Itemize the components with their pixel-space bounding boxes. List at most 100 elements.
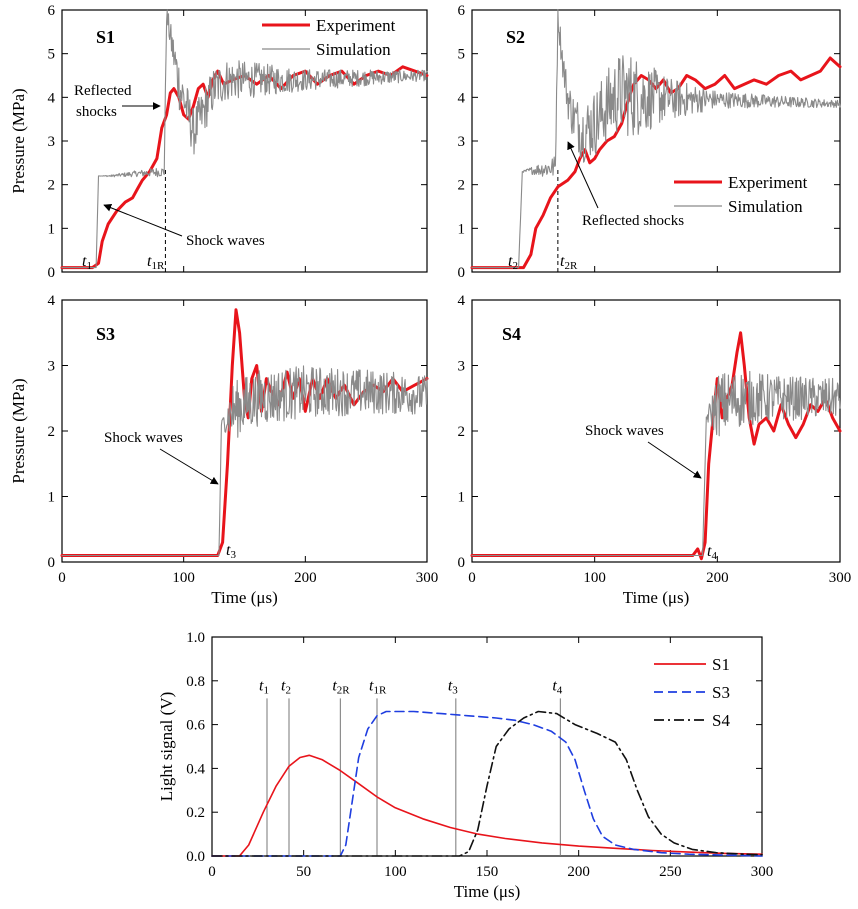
s1-reflected-label-line2: shocks <box>76 104 117 120</box>
s4-ytick-label: 0 <box>458 555 466 571</box>
s1-legend-label: Simulation <box>316 40 391 59</box>
s1-shock-label: Shock waves <box>186 233 265 249</box>
chart-light-signal: 0.0 0.2 0.4 0.6 0.8 1.0 0 50 100 150 200 250 300 Time… <box>157 630 773 901</box>
s4-xtick-label: 300 <box>829 570 852 586</box>
s4-xaxis-label: Time (μs) <box>623 588 690 607</box>
s2-panel-label: S2 <box>506 27 525 47</box>
light-marker-label: t2R <box>332 678 350 697</box>
s2-ytick-label: 5 <box>458 47 466 63</box>
s2-annotations: S2 Reflected shocks t2 t2R <box>506 27 684 272</box>
chart-s1: 0 1 2 3 4 5 6 Pressure (MPa) Experiment Simulatio… <box>9 3 429 281</box>
s2-reflected-arrow <box>567 141 599 209</box>
light-xtick-label: 100 <box>384 864 407 880</box>
s1-legend-label: Experiment <box>316 16 396 35</box>
light-ytick-label: 0.6 <box>186 718 205 734</box>
s3-t3-marker: t3 <box>226 542 236 561</box>
s3-xtick-label: 100 <box>172 570 195 586</box>
s3-xtick-label: 0 <box>58 570 66 586</box>
light-marker-label: t4 <box>552 678 562 697</box>
light-xtick-label: 0 <box>208 864 216 880</box>
chart-s4: 0 1 2 3 4 0 100 200 300 Time (μs) <box>458 293 852 607</box>
light-marker-label: t2 <box>281 678 291 697</box>
light-xtick-label: 150 <box>476 864 499 880</box>
s4-ytick-label: 2 <box>458 424 466 440</box>
s3-series-simulation <box>61 365 428 557</box>
s4-annotations: S4 Shock waves t4 <box>502 324 717 562</box>
s1-series-experiment <box>60 65 429 270</box>
s4-series-simulation <box>471 370 841 557</box>
s1-shock-arrow <box>103 203 183 237</box>
s1-panel-label: S1 <box>96 27 115 47</box>
s1-ytick-label: 4 <box>48 90 56 106</box>
light-ytick-label: 0.4 <box>186 761 205 777</box>
s1-ytick-label: 5 <box>48 47 56 63</box>
s3-xtick-label: 300 <box>416 570 439 586</box>
s4-t4-marker: t4 <box>707 543 717 562</box>
s3-ytick-label: 0 <box>48 555 56 571</box>
s4-ytick-label: 1 <box>458 490 466 506</box>
s3-ytick-label: 3 <box>48 359 56 375</box>
s1-t1r-marker: t1R <box>147 253 165 272</box>
light-marker-label: t1 <box>259 678 269 697</box>
s3-annotations: S3 Shock waves t3 <box>96 324 236 561</box>
s4-ytick-label: 4 <box>458 293 466 309</box>
s2-series-simulation <box>471 9 841 269</box>
s3-yaxis-label: Pressure (MPa) <box>9 378 28 483</box>
light-series-s4 <box>211 710 763 857</box>
s2-ytick-label: 3 <box>458 134 466 150</box>
light-xtick-label: 300 <box>751 864 774 880</box>
s4-shock-label: Shock waves <box>585 423 664 439</box>
light-ytick-label: 1.0 <box>186 630 205 646</box>
s2-reflected-label: Reflected shocks <box>582 213 684 229</box>
light-series-s3 <box>211 710 763 857</box>
light-marker-label: t3 <box>448 678 458 697</box>
s2-legend-label: Simulation <box>728 197 803 216</box>
s3-shock-label: Shock waves <box>104 430 183 446</box>
s4-shock-arrow <box>647 441 702 479</box>
light-legend-label: S4 <box>712 711 730 730</box>
light-yaxis-label: Light signal (V) <box>157 692 176 802</box>
s2-ytick-label: 2 <box>458 178 466 194</box>
s2-ytick-label: 1 <box>458 221 466 237</box>
s3-ytick-label: 2 <box>48 424 56 440</box>
light-series-s1 <box>211 754 763 857</box>
s3-xaxis-label: Time (μs) <box>211 588 278 607</box>
light-plot-frame <box>211 636 763 857</box>
s2-legend-label: Experiment <box>728 173 808 192</box>
light-marker-label: t1R <box>369 678 387 697</box>
s4-ytick-label: 3 <box>458 359 466 375</box>
s2-ytick-label: 0 <box>458 265 466 281</box>
s4-panel-label: S4 <box>502 324 521 344</box>
s3-shock-arrow <box>159 448 219 485</box>
light-ytick-label: 0.0 <box>186 849 205 865</box>
light-xtick-label: 200 <box>567 864 590 880</box>
light-ytick-label: 0.2 <box>186 805 205 821</box>
s1-annotations: S1 Reflected shocks Shock waves t1 t1R <box>74 27 265 272</box>
s2-t2-marker: t2 <box>508 253 518 272</box>
light-xtick-label: 50 <box>296 864 311 880</box>
light-xaxis-label: Time (μs) <box>454 882 521 901</box>
s1-ytick-label: 0 <box>48 265 56 281</box>
s1-ytick-label: 6 <box>48 3 56 19</box>
s1-yaxis-label: Pressure (MPa) <box>9 88 28 193</box>
s3-panel-label: S3 <box>96 324 115 344</box>
s3-ytick-label: 4 <box>48 293 56 309</box>
s2-t2r-marker: t2R <box>560 253 578 272</box>
s1-series-simulation <box>61 9 428 269</box>
light-legend-label: S3 <box>712 683 730 702</box>
s4-series-experiment <box>470 331 842 561</box>
light-legend-label: S1 <box>712 655 730 674</box>
s4-xtick-label: 100 <box>583 570 606 586</box>
s2-plot-frame <box>471 9 841 273</box>
s1-ytick-label: 2 <box>48 178 56 194</box>
s3-xtick-label: 200 <box>294 570 317 586</box>
s4-xtick-label: 200 <box>706 570 729 586</box>
light-ytick-label: 0.8 <box>186 674 205 690</box>
s1-reflected-label-line1: Reflected <box>74 83 132 99</box>
s4-xtick-label: 0 <box>468 570 476 586</box>
s1-t1-marker: t1 <box>82 253 92 272</box>
s3-ytick-label: 1 <box>48 490 56 506</box>
s2-ytick-label: 4 <box>458 90 466 106</box>
light-xtick-label: 250 <box>659 864 682 880</box>
